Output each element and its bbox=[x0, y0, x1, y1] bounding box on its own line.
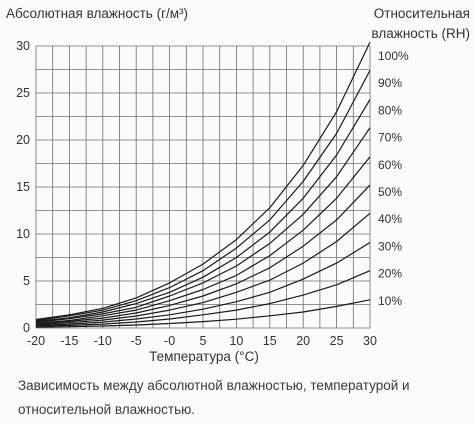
rh-label: 10% bbox=[378, 294, 402, 308]
rh-label: 70% bbox=[378, 131, 402, 145]
rh-label: 100% bbox=[378, 49, 409, 63]
x-tick-label: 25 bbox=[330, 334, 344, 348]
rh-curve bbox=[35, 270, 371, 327]
right-title-line2: влажность (RH) bbox=[372, 26, 470, 41]
x-axis-label: Температура (°C) bbox=[149, 349, 259, 364]
rh-curves bbox=[35, 41, 371, 328]
x-tick-label: -5 bbox=[131, 334, 142, 348]
rh-curve bbox=[35, 70, 371, 322]
rh-curve bbox=[35, 41, 371, 321]
x-axis-ticks: -20 -15 -10 -5 -0 5 10 15 20 25 30 bbox=[27, 334, 377, 348]
y-tick-label: 10 bbox=[16, 227, 30, 241]
y-tick-label: 0 bbox=[23, 321, 30, 335]
x-tick-label: -15 bbox=[60, 334, 78, 348]
x-tick-label: 15 bbox=[263, 334, 277, 348]
x-tick-label: -0 bbox=[164, 334, 175, 348]
x-tick-label: 5 bbox=[200, 334, 207, 348]
rh-labels: 100% 90% 80% 70% 60% 50% 40% 30% 20% 10% bbox=[378, 49, 409, 308]
x-tick-label: -20 bbox=[27, 334, 45, 348]
grid bbox=[35, 45, 371, 329]
rh-label: 60% bbox=[378, 158, 402, 172]
rh-label: 80% bbox=[378, 103, 402, 117]
rh-curve bbox=[35, 241, 371, 327]
humidity-chart: Абсолютная влажность (г/м³) Относительна… bbox=[6, 6, 470, 364]
chart-caption: Зависимость между абсолютной влажностью,… bbox=[18, 378, 410, 417]
rh-label: 40% bbox=[378, 212, 402, 226]
right-title-line1: Относительная bbox=[374, 6, 470, 21]
y-tick-label: 30 bbox=[16, 39, 30, 53]
rh-curve bbox=[35, 99, 371, 322]
x-tick-label: 30 bbox=[363, 334, 377, 348]
x-tick-label: 20 bbox=[296, 334, 310, 348]
x-tick-label: -10 bbox=[94, 334, 112, 348]
rh-label: 50% bbox=[378, 185, 402, 199]
y-tick-label: 20 bbox=[16, 133, 30, 147]
rh-curve bbox=[35, 299, 371, 328]
y-tick-label: 15 bbox=[16, 180, 30, 194]
chart-title: Абсолютная влажность (г/м³) bbox=[6, 6, 188, 21]
rh-label: 20% bbox=[378, 267, 402, 281]
rh-label: 90% bbox=[378, 76, 402, 90]
y-axis-ticks: 0 5 10 15 20 25 30 bbox=[16, 39, 30, 335]
x-tick-label: 10 bbox=[229, 334, 243, 348]
y-tick-label: 5 bbox=[23, 274, 30, 288]
rh-curve bbox=[35, 127, 371, 323]
rh-curve bbox=[35, 212, 371, 326]
y-tick-label: 25 bbox=[16, 86, 30, 100]
rh-curve bbox=[35, 184, 371, 325]
rh-label: 30% bbox=[378, 239, 402, 253]
rh-curve bbox=[35, 156, 371, 324]
